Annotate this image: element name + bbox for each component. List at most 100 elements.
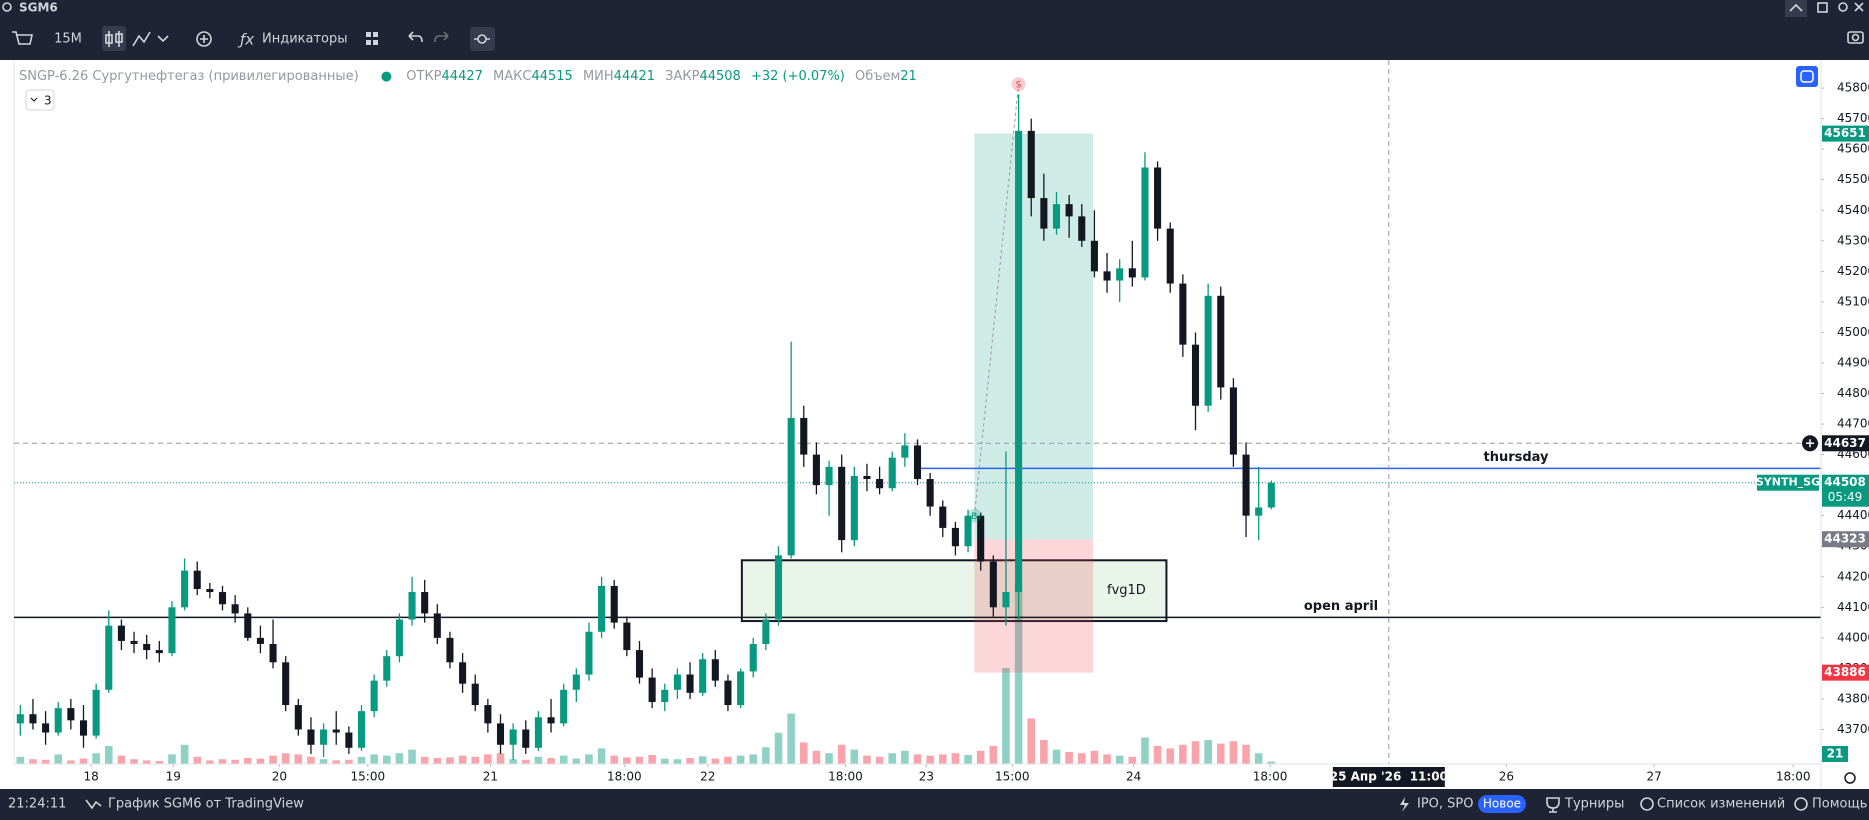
volume-bar xyxy=(799,742,808,764)
volume-bar xyxy=(345,759,353,764)
changelog-link[interactable]: Список изменений xyxy=(1657,797,1785,812)
volume-bar xyxy=(1153,746,1162,764)
trophy-icon xyxy=(1546,797,1560,813)
close-label: ЗАКР xyxy=(665,69,699,84)
sell-marker-label: S xyxy=(1016,81,1022,91)
chart-credit[interactable]: График SGM6 от TradingView xyxy=(108,797,304,812)
candle-body xyxy=(623,622,631,651)
collapse-button[interactable] xyxy=(1785,0,1807,17)
settings-icon[interactable] xyxy=(1838,2,1848,12)
close-icon[interactable] xyxy=(1854,2,1864,12)
candle-body xyxy=(673,674,681,690)
volume-value: 21 xyxy=(900,69,917,84)
new-badge[interactable] xyxy=(1478,795,1526,813)
volume-bar xyxy=(547,758,555,764)
candle-body xyxy=(1166,228,1174,284)
volume-bar xyxy=(837,744,846,764)
y-tick-label: 44700 xyxy=(1837,417,1869,431)
indicators-toggle[interactable] xyxy=(25,89,55,111)
candle-body xyxy=(1128,268,1136,278)
volume-bar xyxy=(395,753,404,764)
cart-icon[interactable] xyxy=(12,31,33,45)
chevron-icon[interactable] xyxy=(157,35,169,43)
crosshair-price-badge xyxy=(1822,435,1869,452)
candle-body xyxy=(547,717,555,724)
volume-bar xyxy=(382,755,391,764)
search-icon[interactable] xyxy=(2,2,12,12)
screenshot-icon-lens xyxy=(1851,33,1860,42)
volume-bar xyxy=(572,758,581,764)
candle-body xyxy=(181,570,189,608)
volume-bar xyxy=(989,746,998,764)
volume-bar xyxy=(92,753,100,764)
volume-bar xyxy=(812,750,821,764)
volume-bar xyxy=(294,754,303,764)
symbol-search[interactable]: SGM6 xyxy=(19,1,58,15)
volume-badge xyxy=(1822,746,1848,762)
crosshair-time-badge xyxy=(1332,767,1445,787)
auto-scale-icon xyxy=(1800,70,1814,83)
status-bar xyxy=(0,789,1869,820)
candle-body xyxy=(395,619,403,657)
volume-bar xyxy=(926,755,934,764)
window-icon[interactable] xyxy=(1817,2,1828,13)
redo-icon[interactable] xyxy=(434,31,449,43)
replay-button[interactable] xyxy=(470,27,495,51)
volume-bar xyxy=(243,758,252,764)
price-line-label-bg xyxy=(1757,474,1819,491)
chart-type-button[interactable] xyxy=(102,26,126,51)
price-line-label: SYNTH_SG xyxy=(1756,476,1820,489)
volume-bar xyxy=(1229,741,1238,764)
candle-body xyxy=(1090,240,1098,272)
volume-bar xyxy=(54,754,63,764)
volume-label: Объем xyxy=(855,69,900,84)
help-icon xyxy=(1794,797,1808,811)
candle-body xyxy=(661,689,669,702)
volume-bar xyxy=(1242,744,1250,764)
stop-badge xyxy=(1822,664,1869,681)
symbol-name[interactable]: SNGP-6.26 Сургутнефтегаз (привилегирован… xyxy=(19,69,359,84)
volume-bar xyxy=(67,760,75,764)
candle-body xyxy=(357,711,366,748)
y-tick-label: 45600 xyxy=(1837,142,1869,156)
candle-body xyxy=(1040,198,1048,229)
axis-settings-icon[interactable] xyxy=(1844,772,1856,784)
candle-body xyxy=(269,643,277,663)
y-tick-label: 44900 xyxy=(1837,355,1869,369)
tournaments-link[interactable]: Турниры xyxy=(1564,797,1624,812)
volume-bar xyxy=(964,755,972,764)
area-icon[interactable] xyxy=(132,31,151,47)
help-link[interactable]: Помощь xyxy=(1812,797,1867,812)
info-icon xyxy=(1640,797,1654,811)
candle-body xyxy=(635,650,644,678)
y-tick-label: 44800 xyxy=(1837,386,1869,400)
indicators-button[interactable]: Индикаторы xyxy=(262,32,348,47)
candle-body xyxy=(838,466,846,541)
candle-body xyxy=(585,631,593,675)
volume-bar xyxy=(41,759,50,764)
ipo-link[interactable]: IPO, SPO xyxy=(1417,797,1474,812)
candle-body xyxy=(762,619,770,644)
auto-scale-button[interactable] xyxy=(1796,66,1818,87)
candle-body xyxy=(332,729,340,733)
volume-bar xyxy=(193,756,202,764)
candle-body xyxy=(522,729,530,748)
x-tick-label: 20 xyxy=(272,770,287,784)
interval-button[interactable]: 15M xyxy=(54,32,82,47)
volume-bar xyxy=(1065,752,1073,764)
x-tick-label: 18:00 xyxy=(607,770,642,784)
x-tick-label: 24 xyxy=(1126,770,1141,784)
volume-bar xyxy=(117,755,126,764)
candle-body xyxy=(1002,592,1010,608)
y-tick-label: 43800 xyxy=(1837,691,1869,705)
volume-bar xyxy=(332,760,341,764)
volume-bar xyxy=(673,759,682,764)
x-tick-label: 15:00 xyxy=(995,770,1030,784)
screenshot-icon[interactable] xyxy=(1847,31,1864,44)
volume-bar xyxy=(1204,740,1212,764)
layout-icon[interactable] xyxy=(366,32,371,37)
undo-icon[interactable] xyxy=(408,31,423,43)
add-icon[interactable] xyxy=(196,31,212,47)
x-tick-label: 18:00 xyxy=(828,770,863,784)
volume-bar xyxy=(408,749,416,764)
